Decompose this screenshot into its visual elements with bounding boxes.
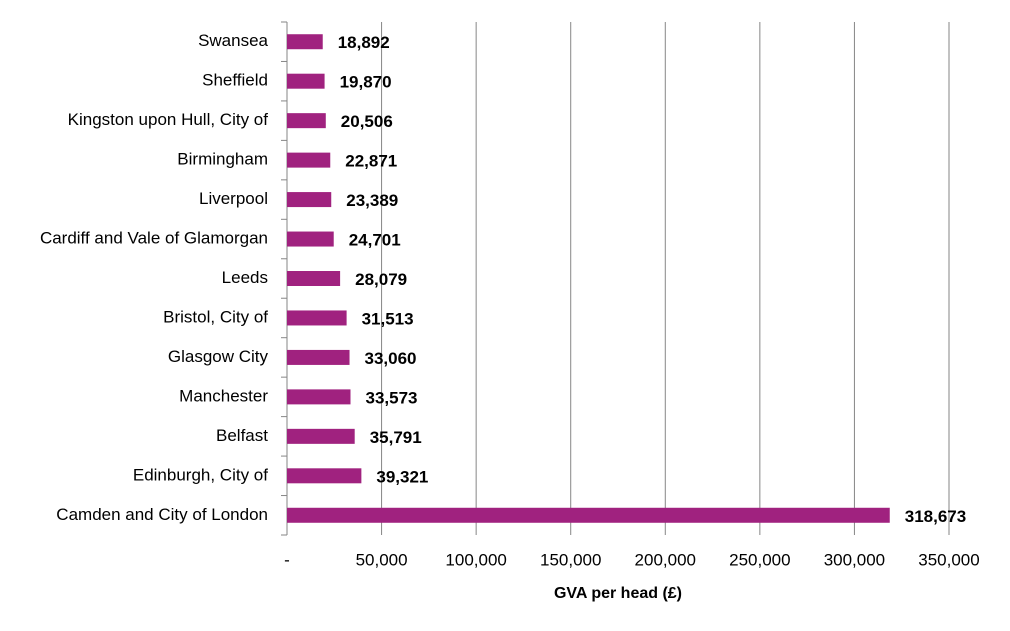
x-axis-title: GVA per head (£) bbox=[554, 585, 682, 602]
value-label: 22,871 bbox=[345, 152, 397, 171]
value-label: 24,701 bbox=[349, 231, 401, 250]
bar bbox=[287, 349, 350, 365]
y-tick-label: Birmingham bbox=[177, 150, 268, 169]
y-tick-label: Swansea bbox=[198, 31, 268, 50]
value-label: 318,673 bbox=[905, 507, 966, 526]
y-tick-label: Glasgow City bbox=[168, 347, 269, 366]
bar bbox=[287, 271, 341, 286]
y-tick-label: Kingston upon Hull, City of bbox=[68, 110, 269, 129]
y-tick-label: Bristol, City of bbox=[163, 307, 268, 326]
value-label: 33,573 bbox=[366, 388, 418, 407]
bar bbox=[287, 507, 890, 523]
bar bbox=[287, 34, 323, 50]
value-label: 19,870 bbox=[340, 73, 392, 92]
bar bbox=[287, 192, 332, 208]
bar bbox=[287, 389, 351, 405]
value-label: 28,079 bbox=[355, 270, 407, 289]
bar bbox=[287, 428, 355, 444]
y-tick-label: Manchester bbox=[179, 386, 268, 405]
bar bbox=[287, 113, 326, 129]
value-label: 35,791 bbox=[370, 428, 422, 447]
y-tick-label: Sheffield bbox=[202, 71, 268, 90]
value-label: 39,321 bbox=[376, 467, 428, 486]
value-label: 18,892 bbox=[338, 33, 390, 52]
bar bbox=[287, 73, 325, 89]
x-tick-label: 200,000 bbox=[635, 550, 696, 569]
x-tick-label: 100,000 bbox=[445, 550, 506, 569]
value-label: 23,389 bbox=[346, 191, 398, 210]
y-tick-label: Camden and City of London bbox=[56, 505, 268, 524]
x-tick-label: - bbox=[284, 550, 290, 569]
bar bbox=[287, 152, 331, 168]
bar bbox=[287, 468, 362, 484]
y-tick-label: Cardiff and Vale of Glamorgan bbox=[40, 229, 268, 248]
x-tick-label: 50,000 bbox=[356, 550, 408, 569]
x-tick-label: 300,000 bbox=[824, 550, 885, 569]
value-label: 33,060 bbox=[365, 349, 417, 368]
x-tick-label: 250,000 bbox=[729, 550, 790, 569]
value-label: 31,513 bbox=[362, 309, 414, 328]
bar bbox=[287, 231, 334, 247]
y-tick-label: Edinburgh, City of bbox=[133, 465, 268, 484]
value-label: 20,506 bbox=[341, 112, 393, 131]
y-tick-label: Liverpool bbox=[199, 189, 268, 208]
x-tick-label: 350,000 bbox=[918, 550, 979, 569]
x-tick-label: 150,000 bbox=[540, 550, 601, 569]
bar bbox=[287, 310, 347, 326]
y-tick-label: Leeds bbox=[222, 268, 268, 287]
y-tick-label: Belfast bbox=[216, 426, 268, 445]
